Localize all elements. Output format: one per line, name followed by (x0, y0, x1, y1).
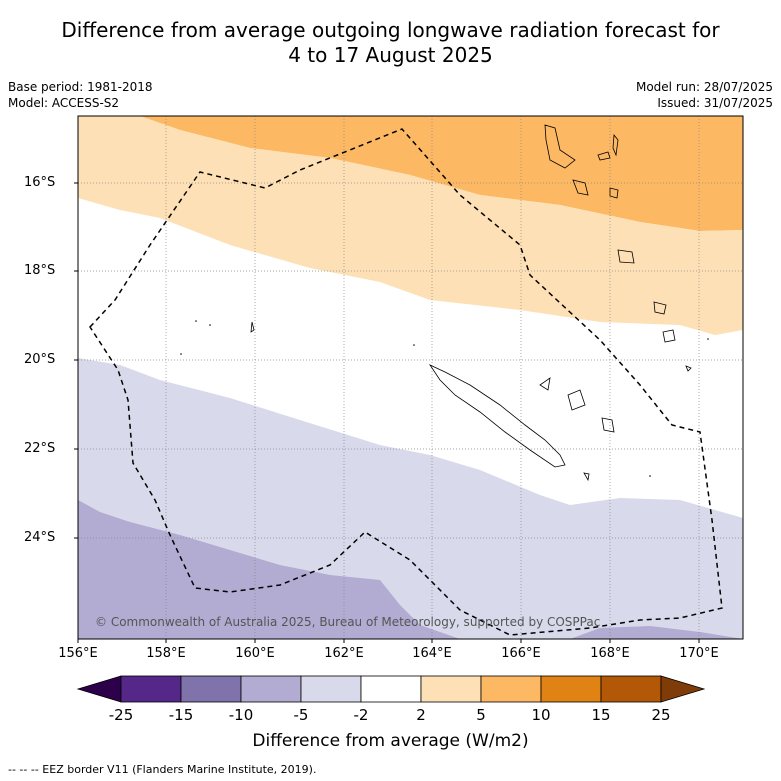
contour-5-10 (78, 116, 743, 231)
model-label: Model: ACCESS-S2 (8, 96, 120, 110)
axis-ticks (74, 182, 700, 643)
lat-label-22s: 22°S (24, 441, 56, 456)
lat-label-20s: 20°S (24, 352, 56, 367)
title-line-2: 4 to 17 August 2025 (288, 43, 493, 67)
lat-label-18s: 18°S (24, 263, 56, 278)
colorbar-bin (360, 675, 422, 703)
colorbar-tick: 25 (651, 706, 671, 724)
vanuatu-island-a (597, 151, 611, 161)
lon-label-156e: 156°E (58, 646, 98, 661)
colorbar (76, 675, 706, 703)
colorbar-tick: 2 (416, 706, 426, 724)
colorbar-tick: -5 (293, 706, 309, 724)
colorbar-title: Difference from average (W/m2) (252, 731, 529, 751)
lon-label-158e: 158°E (146, 646, 186, 661)
graticule (78, 116, 743, 639)
lat-label-24s: 24°S (24, 530, 56, 545)
title-line-1: Difference from average outgoing longwav… (61, 18, 720, 42)
colorbar-tick: -15 (168, 706, 194, 724)
coastlines (250, 124, 692, 482)
base-period-label: Base period: 1981-2018 (8, 80, 153, 94)
lon-label-164e: 164°E (412, 646, 452, 661)
lon-label-166e: 166°E (501, 646, 541, 661)
colorbar-bin (120, 675, 182, 703)
eez-border (89, 128, 723, 636)
vanuatu-island-d (653, 301, 667, 315)
lon-label-168e: 168°E (590, 646, 630, 661)
model-run-label: Model run: 28/07/2025 (635, 80, 773, 94)
map-frame (77, 115, 744, 640)
map-title: Difference from average outgoing longwav… (0, 18, 781, 68)
colorbar-tick: 5 (476, 706, 486, 724)
new-caledonia (428, 364, 566, 468)
vanuatu-island-b (612, 133, 619, 157)
vanuatu-malekula (572, 179, 589, 196)
colorbar-bin (300, 675, 362, 703)
contour-neg10-neg5-east (570, 626, 743, 639)
island-g (685, 365, 692, 372)
colorbar-tick: -25 (108, 706, 134, 724)
lon-label-162e: 162°E (324, 646, 364, 661)
colorbar-tick: -2 (353, 706, 369, 724)
colorbar-extend-high (660, 675, 706, 703)
lon-label-170e: 170°E (679, 646, 719, 661)
colorbar-bin (420, 675, 482, 703)
colorbar-bin (540, 675, 602, 703)
vanuatu-island-c (617, 249, 635, 264)
vanuatu-santo (544, 124, 576, 169)
colorbar-tick: -10 (228, 706, 254, 724)
island-e (662, 329, 676, 343)
colorbar-bin (240, 675, 302, 703)
contour-neg10-neg5 (78, 500, 460, 639)
island-f (583, 472, 590, 482)
loyalty-island-2 (567, 389, 586, 411)
colorbar-tick: 10 (531, 706, 551, 724)
loyalty-island-3 (601, 417, 615, 433)
colorbar-tick: 15 (591, 706, 611, 724)
colorbar-bin (480, 675, 542, 703)
lat-label-16s: 16°S (24, 175, 56, 190)
colorbar-extend-low (76, 675, 122, 703)
eez-note: -- -- -- EEZ border V11 (Flanders Marine… (8, 763, 317, 776)
copyright-text: © Commonwealth of Australia 2025, Bureau… (95, 615, 600, 629)
issued-label: Issued: 31/07/2025 (657, 96, 773, 110)
colorbar-bin (600, 675, 662, 703)
loyalty-island-1 (539, 377, 551, 391)
contour-2-5 (78, 116, 743, 335)
lon-label-160e: 160°E (235, 646, 275, 661)
colorbar-bin (180, 675, 242, 703)
vanuatu-efate (609, 187, 619, 199)
chesterfield (250, 321, 255, 333)
